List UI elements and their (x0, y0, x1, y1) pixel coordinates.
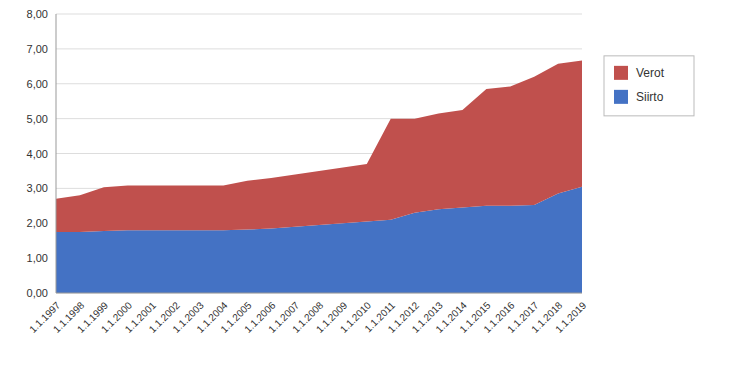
y-tick-label: 6,00 (27, 78, 48, 90)
y-tick-label: 1,00 (27, 252, 48, 264)
grid-line (56, 83, 582, 84)
grid (56, 14, 582, 293)
legend-swatch (614, 90, 628, 104)
area (56, 60, 582, 232)
y-tick-label: 4,00 (27, 148, 48, 160)
legend: Verot Siirto (604, 56, 694, 116)
x-tick-label: 1.1.2019 (553, 299, 589, 335)
y-axis-line (56, 14, 57, 293)
y-tick-label: 5,00 (27, 113, 48, 125)
plot-area (56, 60, 582, 293)
x-axis-line (56, 293, 582, 294)
chart: 0,00 1,00 2,00 3,00 4,00 5,00 6,00 7,00 8,00 1.1.… (0, 0, 732, 385)
legend-label: Verot (636, 66, 665, 80)
y-tick-label: 2,00 (27, 217, 48, 229)
grid-line (56, 14, 582, 15)
y-tick-label: 7,00 (27, 43, 48, 55)
legend-frame (604, 56, 694, 116)
y-tick-label: 8,00 (27, 8, 48, 20)
grid-line (56, 293, 582, 294)
y-tick-label: 3,00 (27, 182, 48, 194)
grid-line (56, 48, 582, 49)
legend-swatch (614, 66, 628, 80)
legend-label: Siirto (636, 90, 664, 104)
y-tick-label: 0,00 (27, 287, 48, 299)
chart-container: 0,00 1,00 2,00 3,00 4,00 5,00 6,00 7,00 8,00 1.1.… (0, 0, 732, 385)
